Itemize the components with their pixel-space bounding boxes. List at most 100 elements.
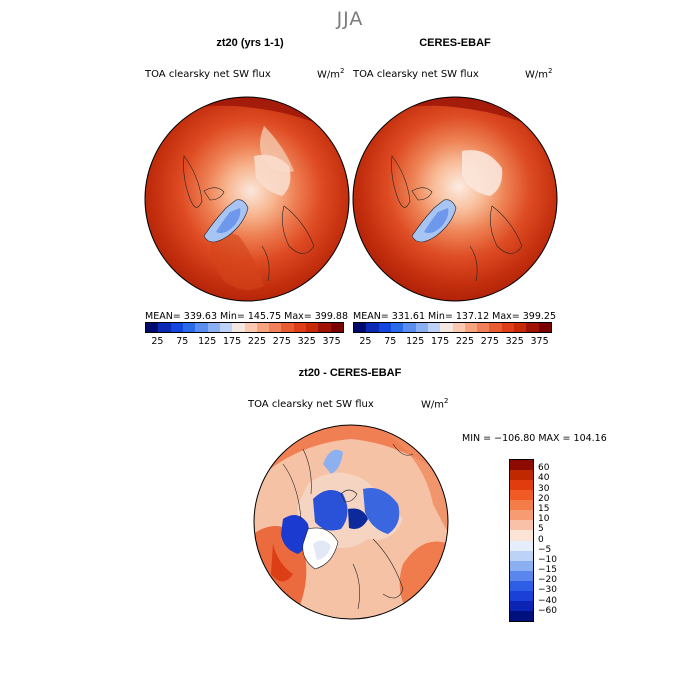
colorbar-swatch [510,470,533,481]
panel1-colorbar [145,322,344,333]
colorbar-swatch [306,323,319,332]
colorbar-swatch [146,323,159,332]
colorbar-tick-label: −30 [538,585,557,596]
colorbar-tick-label: 175 [222,336,242,347]
colorbar-swatch [440,323,453,332]
colorbar-swatch [281,323,294,332]
colorbar-swatch [526,323,539,332]
panel1-unit: W/m2 [317,67,345,81]
colorbar-swatch [510,520,533,531]
colorbar-swatch [510,530,533,541]
colorbar-swatch [415,323,428,332]
panel2-variable: TOA clearsky net SW flux [353,69,479,80]
colorbar-swatch [207,323,220,332]
colorbar-tick-label: 175 [430,336,450,347]
diff-variable: TOA clearsky net SW flux [248,399,374,410]
colorbar-swatch [427,323,441,332]
panel2-stats: MEAN= 331.61 Min= 137.12 Max= 399.25 [353,311,557,322]
colorbar-tick-label: 60 [538,463,550,474]
colorbar-tick-label: −60 [538,605,557,616]
colorbar-swatch [510,570,533,581]
colorbar-tick-label: 275 [480,336,499,347]
colorbar-swatch [510,610,533,621]
colorbar-swatch [510,480,533,491]
colorbar-swatch [510,590,533,601]
diff-unit: W/m2 [421,397,449,411]
colorbar-tick-label: 25 [151,336,164,347]
colorbar-tick-label: 225 [247,336,267,347]
colorbar-swatch [510,510,533,521]
panel1-title: zt20 (yrs 1-1) [216,37,284,49]
colorbar-tick-label: 375 [322,336,341,347]
colorbar-tick-label: 325 [505,336,524,347]
colorbar-swatch [452,323,465,332]
colorbar-tick-label: −20 [538,575,557,586]
colorbar-swatch [510,540,533,551]
colorbar-tick-label: −10 [538,554,557,565]
colorbar-tick-label: 40 [538,473,550,484]
colorbar-tick-label: −5 [538,544,552,555]
colorbar-tick-label: 10 [538,514,550,525]
colorbar-tick-label: 125 [406,336,425,347]
colorbar-tick-label: 375 [530,336,549,347]
colorbar-swatch [464,323,478,332]
colorbar-tick-label: 5 [538,524,544,535]
colorbar-swatch [510,490,533,501]
colorbar-tick-label: 75 [384,336,397,347]
panel1-stats: MEAN= 339.63 Min= 145.75 Max= 399.88 [145,311,349,322]
diff-title: zt20 - CERES-EBAF [298,367,402,379]
colorbar-tick-label: 75 [176,336,189,347]
colorbar-swatch [182,323,196,332]
colorbar-swatch [489,323,502,332]
colorbar-swatch [366,323,379,332]
diff-colorbar [509,459,534,622]
season-title: JJA [336,8,364,30]
colorbar-swatch [318,323,331,332]
colorbar-swatch [232,323,245,332]
colorbar-tick-label: −40 [538,595,557,606]
colorbar-tick-label: 20 [538,493,550,504]
colorbar-tick-label: −15 [538,565,557,576]
colorbar-swatch [378,323,391,332]
colorbar-swatch [219,323,233,332]
colorbar-swatch [510,500,533,511]
colorbar-swatch [403,323,416,332]
colorbar-swatch [269,323,282,332]
colorbar-swatch [354,323,367,332]
panel2-title: CERES-EBAF [419,37,491,49]
panel2-map [352,96,558,302]
colorbar-tick-label: 125 [198,336,217,347]
diff-colorbar-ticks: 60 40 30 20 15 10 5 0 −5 −10 −15 −20 −30 −40 −60 [538,459,578,622]
panel1-variable: TOA clearsky net SW flux [145,69,271,80]
panel2-colorbar [353,322,552,333]
colorbar-swatch [330,323,343,332]
colorbar-swatch [510,460,533,471]
colorbar-swatch [538,323,551,332]
colorbar-swatch [477,323,490,332]
colorbar-tick-label: 325 [297,336,316,347]
panel2-unit: W/m2 [525,67,553,81]
colorbar-tick-label: 0 [538,534,544,545]
colorbar-swatch [510,550,533,561]
colorbar-tick-label: 275 [272,336,291,347]
colorbar-swatch [501,323,515,332]
panel1-colorbar-ticks: 25 75 125 175 225 275 325 375 [145,336,344,348]
colorbar-tick-label: 25 [359,336,372,347]
colorbar-swatch [158,323,171,332]
colorbar-swatch [510,560,533,571]
colorbar-tick-label: 30 [538,483,550,494]
panel2-colorbar-ticks: 25 75 125 175 225 275 325 375 [353,336,552,348]
colorbar-swatch [293,323,307,332]
colorbar-swatch [510,580,533,591]
colorbar-tick-label: 15 [538,503,550,514]
colorbar-swatch [510,600,533,611]
panel1-map [144,96,350,302]
diff-stats: MIN = −106.80 MAX = 104.16 [462,433,607,444]
colorbar-tick-label: 225 [455,336,475,347]
colorbar-swatch [390,323,404,332]
colorbar-swatch [256,323,270,332]
colorbar-swatch [514,323,527,332]
colorbar-swatch [244,323,257,332]
colorbar-swatch [195,323,208,332]
diff-map [253,424,449,620]
